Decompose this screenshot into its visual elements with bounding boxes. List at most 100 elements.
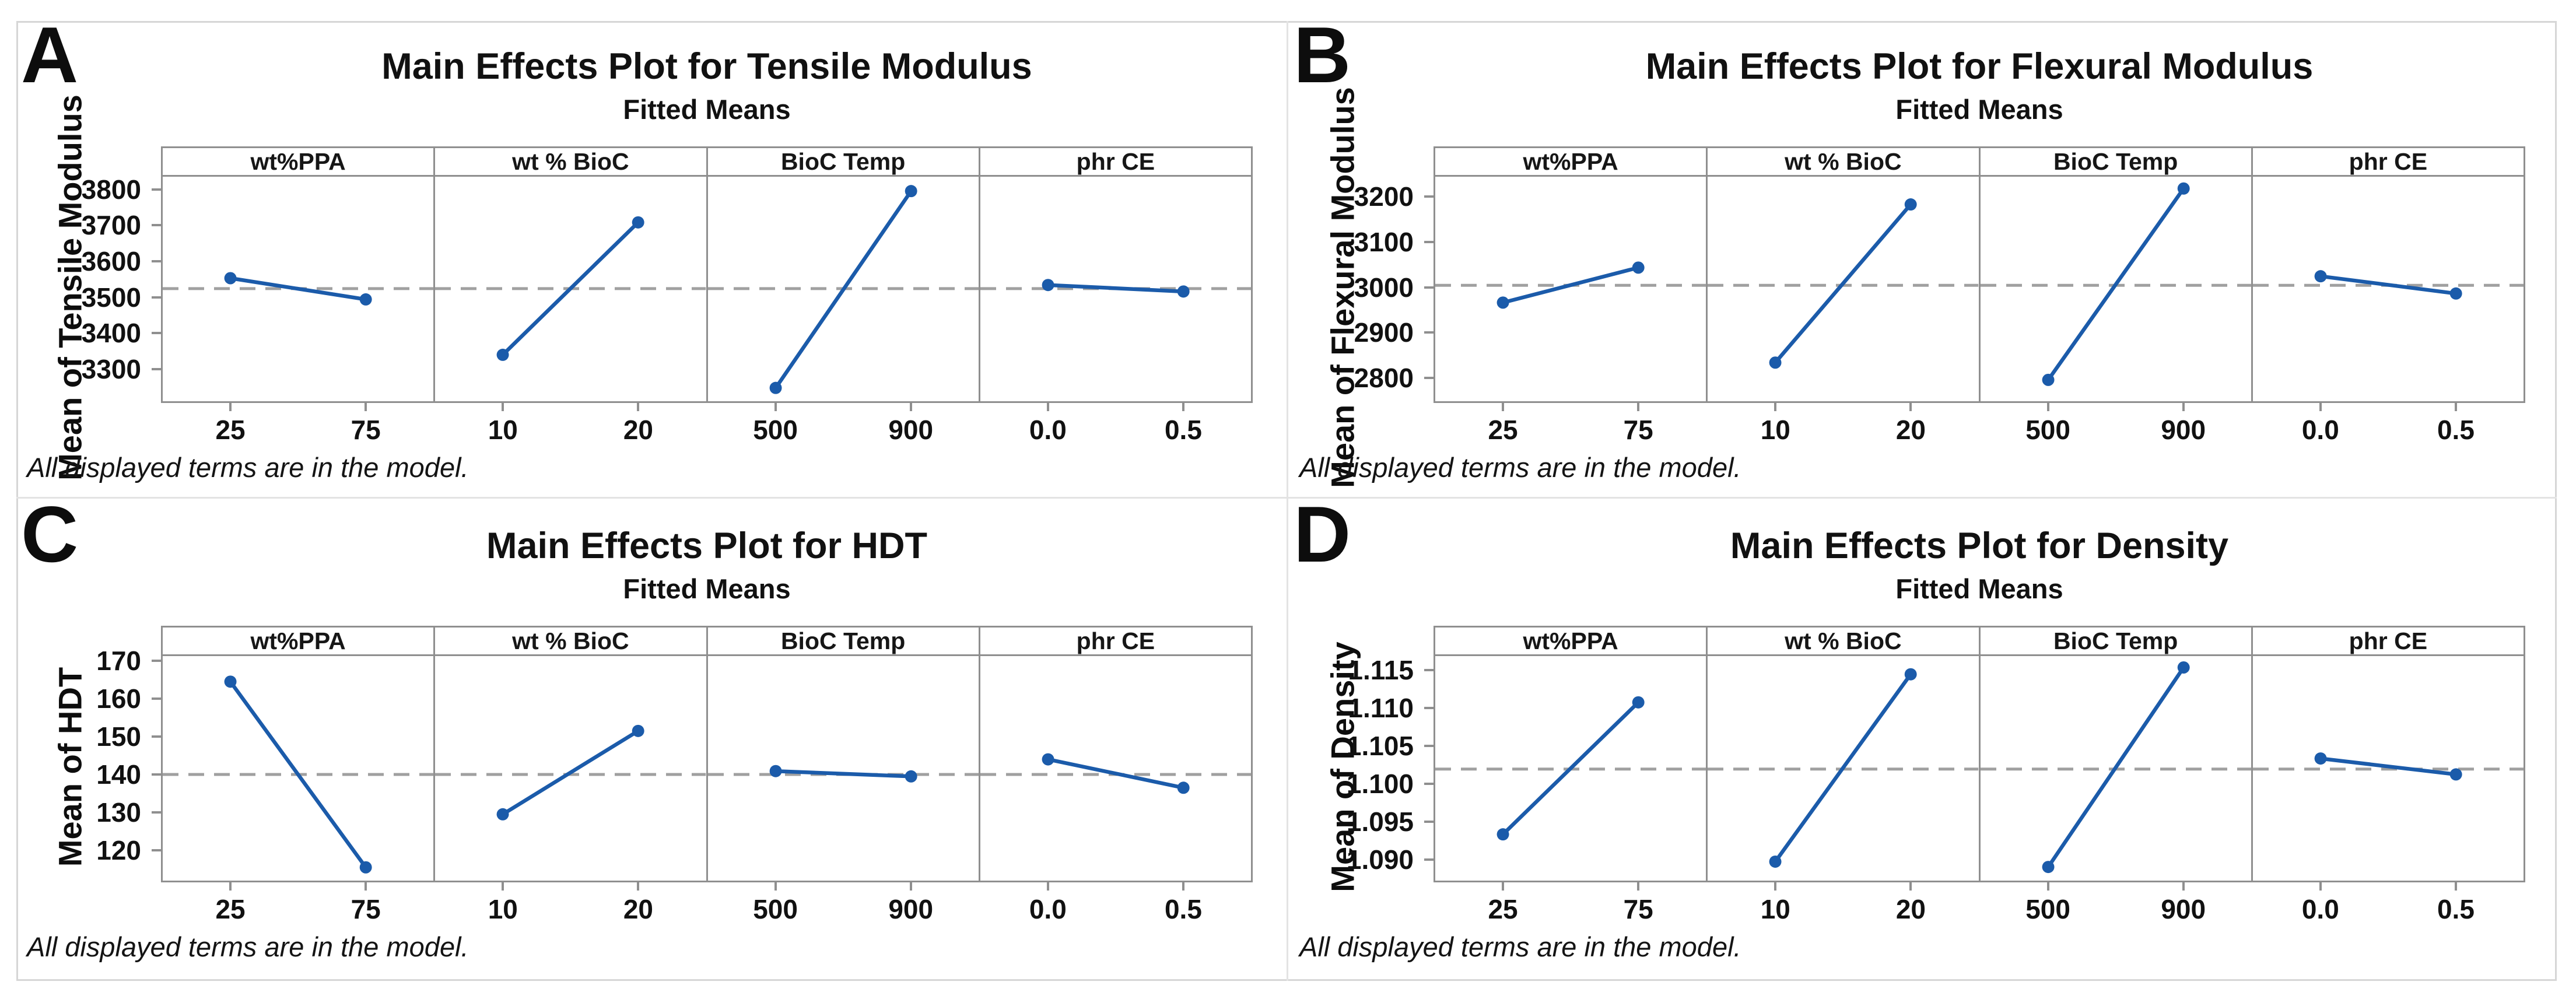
factor-header-strip: wt%PPA wt % BioC BioC Temp phr CE [1435, 146, 2524, 177]
x-tick-label: 500 [2025, 894, 2070, 924]
factor-header: BioC Temp [707, 628, 980, 654]
plot-subpanels: 25 75 10 20 500 900 0.0 0.5 [163, 656, 1251, 924]
factor-chart [163, 675, 433, 874]
x-tick-mark [229, 403, 232, 411]
y-tick-mark [1424, 331, 1434, 334]
y-tick-mark [1424, 707, 1434, 710]
chart-title: Main Effects Plot for HDT [486, 525, 928, 566]
factor-subpanel: 25 75 [1435, 177, 1708, 445]
x-tick-mark [2046, 403, 2049, 411]
y-tick-label: 1.115 [1348, 655, 1414, 686]
y-tick-mark [1424, 783, 1434, 786]
y-tick-mark [1424, 745, 1434, 748]
x-tick-label: 900 [2161, 894, 2206, 924]
y-tick-mark [152, 849, 161, 852]
x-tick-mark [1637, 882, 1640, 891]
x-tick-label: 10 [1760, 894, 1790, 924]
x-tick-label: 25 [1488, 894, 1518, 924]
factor-header-strip: wt%PPA wt % BioC BioC Temp phr CE [163, 626, 1251, 656]
factor-chart [1708, 668, 1978, 868]
x-tick-label: 75 [1623, 415, 1653, 445]
y-tick-mark [152, 260, 161, 263]
y-tick-mark [152, 296, 161, 299]
y-tick-label: 3100 [1354, 226, 1414, 257]
x-tick-mark [774, 882, 777, 891]
y-tick-label: 1.100 [1346, 769, 1414, 800]
y-tick-mark [1424, 195, 1434, 198]
factor-subpanel: 500 900 [1981, 177, 2253, 445]
x-tick-mark [1182, 882, 1184, 891]
chart-title: Main Effects Plot for Flexural Modulus [1645, 46, 2314, 87]
y-tick-label: 120 [96, 835, 141, 866]
panel-letter: B [1294, 10, 1351, 99]
x-tick-mark [229, 882, 232, 891]
plot-subpanels: 25 75 10 20 500 900 0.0 0.5 [1435, 656, 2524, 924]
panel-letter: A [21, 10, 78, 99]
panel-flexural-modulus: B Main Effects Plot for Flexural Modulus… [1290, 15, 2559, 489]
chart-subtitle: Fitted Means [623, 573, 791, 604]
model-footnote: All displayed terms are in the model. [27, 452, 469, 483]
factor-header: phr CE [980, 148, 1251, 175]
x-tick-label: 20 [1895, 894, 1926, 924]
factor-subpanel: 0.0 0.5 [2253, 656, 2524, 924]
x-tick-label: 25 [215, 415, 246, 445]
y-tick-label: 1.110 [1348, 693, 1414, 724]
x-tick-mark [1182, 403, 1184, 411]
x-tick-mark [1774, 403, 1777, 411]
factor-header: BioC Temp [1980, 148, 2253, 175]
y-tick-mark [152, 811, 161, 814]
plot-area: wt%PPA wt % BioC BioC Temp phr CE 25 75 10 20 5… [1434, 626, 2525, 924]
x-tick-mark [909, 882, 912, 891]
factor-header: wt%PPA [163, 628, 436, 654]
x-tick-mark [1637, 403, 1640, 411]
y-tick-label: 170 [96, 646, 141, 676]
factor-subpanel: 500 900 [708, 656, 980, 924]
x-tick-mark [2182, 403, 2185, 411]
y-tick-mark [152, 660, 161, 663]
factor-subpanel: 10 20 [1708, 177, 1981, 445]
factor-header: phr CE [2252, 148, 2524, 175]
x-tick-label: 75 [351, 415, 381, 445]
y-tick-label: 1.095 [1346, 807, 1414, 837]
y-tick-mark [1424, 286, 1434, 289]
factor-header-strip: wt%PPA wt % BioC BioC Temp phr CE [163, 146, 1251, 177]
factor-subpanel: 0.0 0.5 [980, 177, 1251, 445]
x-tick-mark [1909, 403, 1912, 411]
factor-header: wt % BioC [1708, 628, 1981, 654]
x-tick-label: 900 [888, 894, 934, 924]
factor-subpanel: 10 20 [435, 656, 708, 924]
factor-chart [1435, 696, 1706, 841]
factor-header: wt%PPA [1435, 148, 1708, 175]
factor-subpanel: 25 75 [163, 177, 436, 445]
y-tick-mark [1424, 821, 1434, 823]
factor-header: phr CE [2252, 628, 2524, 654]
x-tick-mark [2182, 882, 2185, 891]
x-tick-label: 0.0 [1029, 415, 1067, 445]
model-footnote: All displayed terms are in the model. [1299, 452, 1741, 483]
y-tick-label: 130 [96, 797, 141, 828]
chart-subtitle: Fitted Means [1895, 94, 2063, 125]
x-tick-label: 75 [1623, 894, 1653, 924]
x-tick-mark [1502, 403, 1505, 411]
plot-subpanels: 25 75 10 20 500 900 0.0 0.5 [163, 177, 1251, 445]
y-tick-label: 3700 [81, 210, 141, 241]
x-tick-mark [1502, 882, 1505, 891]
y-tick-mark [152, 697, 161, 700]
x-tick-label: 0.0 [1029, 894, 1067, 924]
y-axis: 3200 3100 3000 2900 2800 [1290, 175, 1434, 399]
y-axis: 170 160 150 140 130 120 [17, 646, 161, 879]
x-tick-label: 0.5 [1164, 894, 1202, 924]
y-tick-label: 3800 [81, 174, 141, 205]
factor-chart [708, 185, 979, 394]
x-tick-mark [1774, 882, 1777, 891]
x-tick-mark [502, 882, 504, 891]
chart-subtitle: Fitted Means [1895, 573, 2063, 604]
plot-area: wt%PPA wt % BioC BioC Temp phr CE 25 75 10 20 5… [161, 146, 1253, 445]
chart-subtitle: Fitted Means [623, 94, 791, 125]
factor-header: wt % BioC [435, 148, 708, 175]
factor-subpanel: 0.0 0.5 [980, 656, 1251, 924]
x-tick-label: 500 [753, 415, 798, 445]
y-tick-label: 140 [96, 759, 141, 790]
y-tick-label: 160 [96, 683, 141, 714]
y-tick-label: 2800 [1354, 363, 1414, 394]
